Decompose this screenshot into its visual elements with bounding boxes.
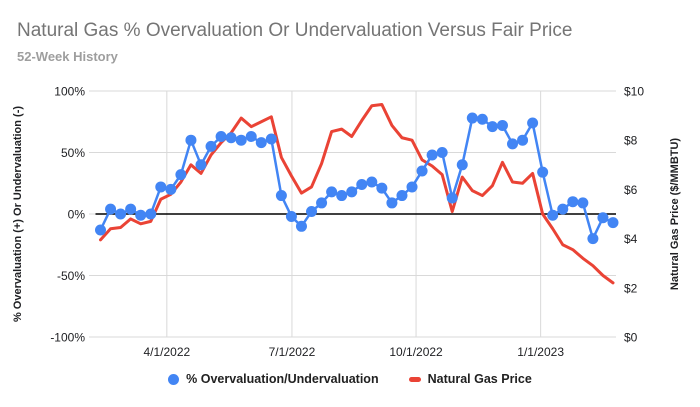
overvaluation-data-point[interactable] — [265, 133, 277, 145]
chart-subtitle: 52-Week History — [17, 49, 118, 64]
overvaluation-data-point[interactable] — [145, 208, 157, 220]
left-axis-tick-label: 100% — [54, 85, 85, 99]
overvaluation-data-point[interactable] — [215, 131, 227, 143]
overvaluation-data-point[interactable] — [597, 212, 609, 224]
overvaluation-data-point[interactable] — [125, 203, 137, 215]
overvaluation-data-point[interactable] — [547, 209, 559, 221]
legend-item-overvaluation[interactable]: % Overvaluation/Undervaluation — [168, 372, 379, 386]
overvaluation-data-point[interactable] — [496, 119, 508, 131]
overvaluation-data-point[interactable] — [165, 183, 177, 195]
overvaluation-data-point[interactable] — [205, 140, 217, 152]
overvaluation-data-point[interactable] — [426, 149, 438, 161]
overvaluation-data-point[interactable] — [507, 138, 519, 150]
left-axis-tick-label: -50% — [57, 269, 85, 283]
right-axis-tick-label: $8 — [624, 134, 638, 148]
overvaluation-data-point[interactable] — [557, 203, 569, 215]
overvaluation-data-point[interactable] — [285, 210, 297, 222]
overvaluation-data-point[interactable] — [326, 186, 338, 198]
left-axis-tick-label: 50% — [61, 146, 85, 160]
overvaluation-data-point[interactable] — [195, 159, 207, 171]
legend-label-overvaluation: % Overvaluation/Undervaluation — [186, 372, 379, 386]
overvaluation-data-point[interactable] — [476, 113, 488, 125]
overvaluation-data-point[interactable] — [316, 197, 328, 209]
overvaluation-data-point[interactable] — [466, 112, 478, 124]
overvaluation-data-point[interactable] — [486, 121, 498, 133]
overvaluation-data-point[interactable] — [115, 208, 127, 220]
overvaluation-data-point[interactable] — [245, 131, 257, 143]
overvaluation-data-point[interactable] — [185, 134, 197, 146]
right-axis-tick-label: $2 — [624, 281, 638, 295]
left-axis-title: % Overvaluation (+) Or Undervaluation (-… — [12, 106, 24, 322]
left-axis-tick-label: -100% — [50, 331, 85, 345]
overvaluation-data-point[interactable] — [346, 186, 358, 198]
right-axis-tick-label: $10 — [624, 85, 644, 99]
overvaluation-data-point[interactable] — [135, 209, 147, 221]
overvaluation-data-point[interactable] — [587, 233, 599, 245]
overvaluation-data-point[interactable] — [295, 220, 307, 232]
overvaluation-series-line — [99, 116, 614, 240]
overvaluation-data-point[interactable] — [416, 165, 428, 177]
x-axis-tick-label: 4/1/2022 — [143, 345, 190, 359]
right-axis-title: Natural Gas Price ($/MMBTU) — [669, 138, 681, 291]
overvaluation-data-point[interactable] — [517, 134, 529, 146]
overvaluation-data-point[interactable] — [366, 176, 378, 188]
overvaluation-data-point[interactable] — [336, 190, 348, 202]
overvaluation-data-point[interactable] — [537, 166, 549, 178]
overvaluation-data-point[interactable] — [275, 190, 287, 202]
legend-item-gas-price[interactable]: Natural Gas Price — [408, 372, 532, 386]
left-axis-tick-label: 0% — [68, 208, 86, 222]
overvaluation-data-point[interactable] — [175, 169, 187, 181]
overvaluation-data-point[interactable] — [446, 192, 458, 204]
x-axis-tick-label: 10/1/2022 — [389, 345, 443, 359]
overvaluation-data-point[interactable] — [396, 190, 408, 202]
overvaluation-data-point[interactable] — [225, 132, 237, 144]
overvaluation-data-point[interactable] — [95, 224, 106, 236]
overvaluation-data-point[interactable] — [527, 117, 539, 129]
legend-label-gas-price: Natural Gas Price — [427, 372, 532, 386]
x-axis-tick-label: 7/1/2022 — [269, 345, 316, 359]
right-axis-tick-label: $4 — [624, 232, 638, 246]
overvaluation-data-point[interactable] — [356, 178, 368, 190]
blue-point-swatch — [168, 373, 180, 385]
right-axis-tick-label: $6 — [624, 183, 638, 197]
overvaluation-data-point[interactable] — [306, 206, 318, 218]
overvaluation-data-point[interactable] — [607, 217, 619, 229]
legend: % Overvaluation/Undervaluation Natural G… — [0, 372, 700, 386]
chart-canvas: 100% 50% 0% -50% -100% $10 $8 $6 $4 $2 $0 4/1/2022 7… — [12, 85, 681, 360]
red-line-swatch — [408, 376, 421, 382]
overvaluation-data-point[interactable] — [255, 137, 267, 149]
overvaluation-data-point[interactable] — [406, 181, 418, 193]
overvaluation-data-point[interactable] — [105, 203, 117, 215]
overvaluation-data-point[interactable] — [386, 197, 398, 209]
chart-title: Natural Gas % Overvaluation Or Undervalu… — [17, 20, 573, 41]
overvaluation-data-point[interactable] — [235, 134, 247, 146]
x-axis-tick-label: 1/1/2023 — [517, 345, 564, 359]
overvaluation-data-point[interactable] — [436, 147, 448, 158]
overvaluation-data-point[interactable] — [456, 159, 468, 171]
overvaluation-data-point[interactable] — [376, 182, 388, 194]
overvaluation-data-point[interactable] — [577, 197, 589, 209]
overvaluation-data-point[interactable] — [155, 181, 167, 193]
overvaluation-data-point[interactable] — [567, 196, 579, 208]
right-axis-tick-label: $0 — [624, 331, 638, 345]
